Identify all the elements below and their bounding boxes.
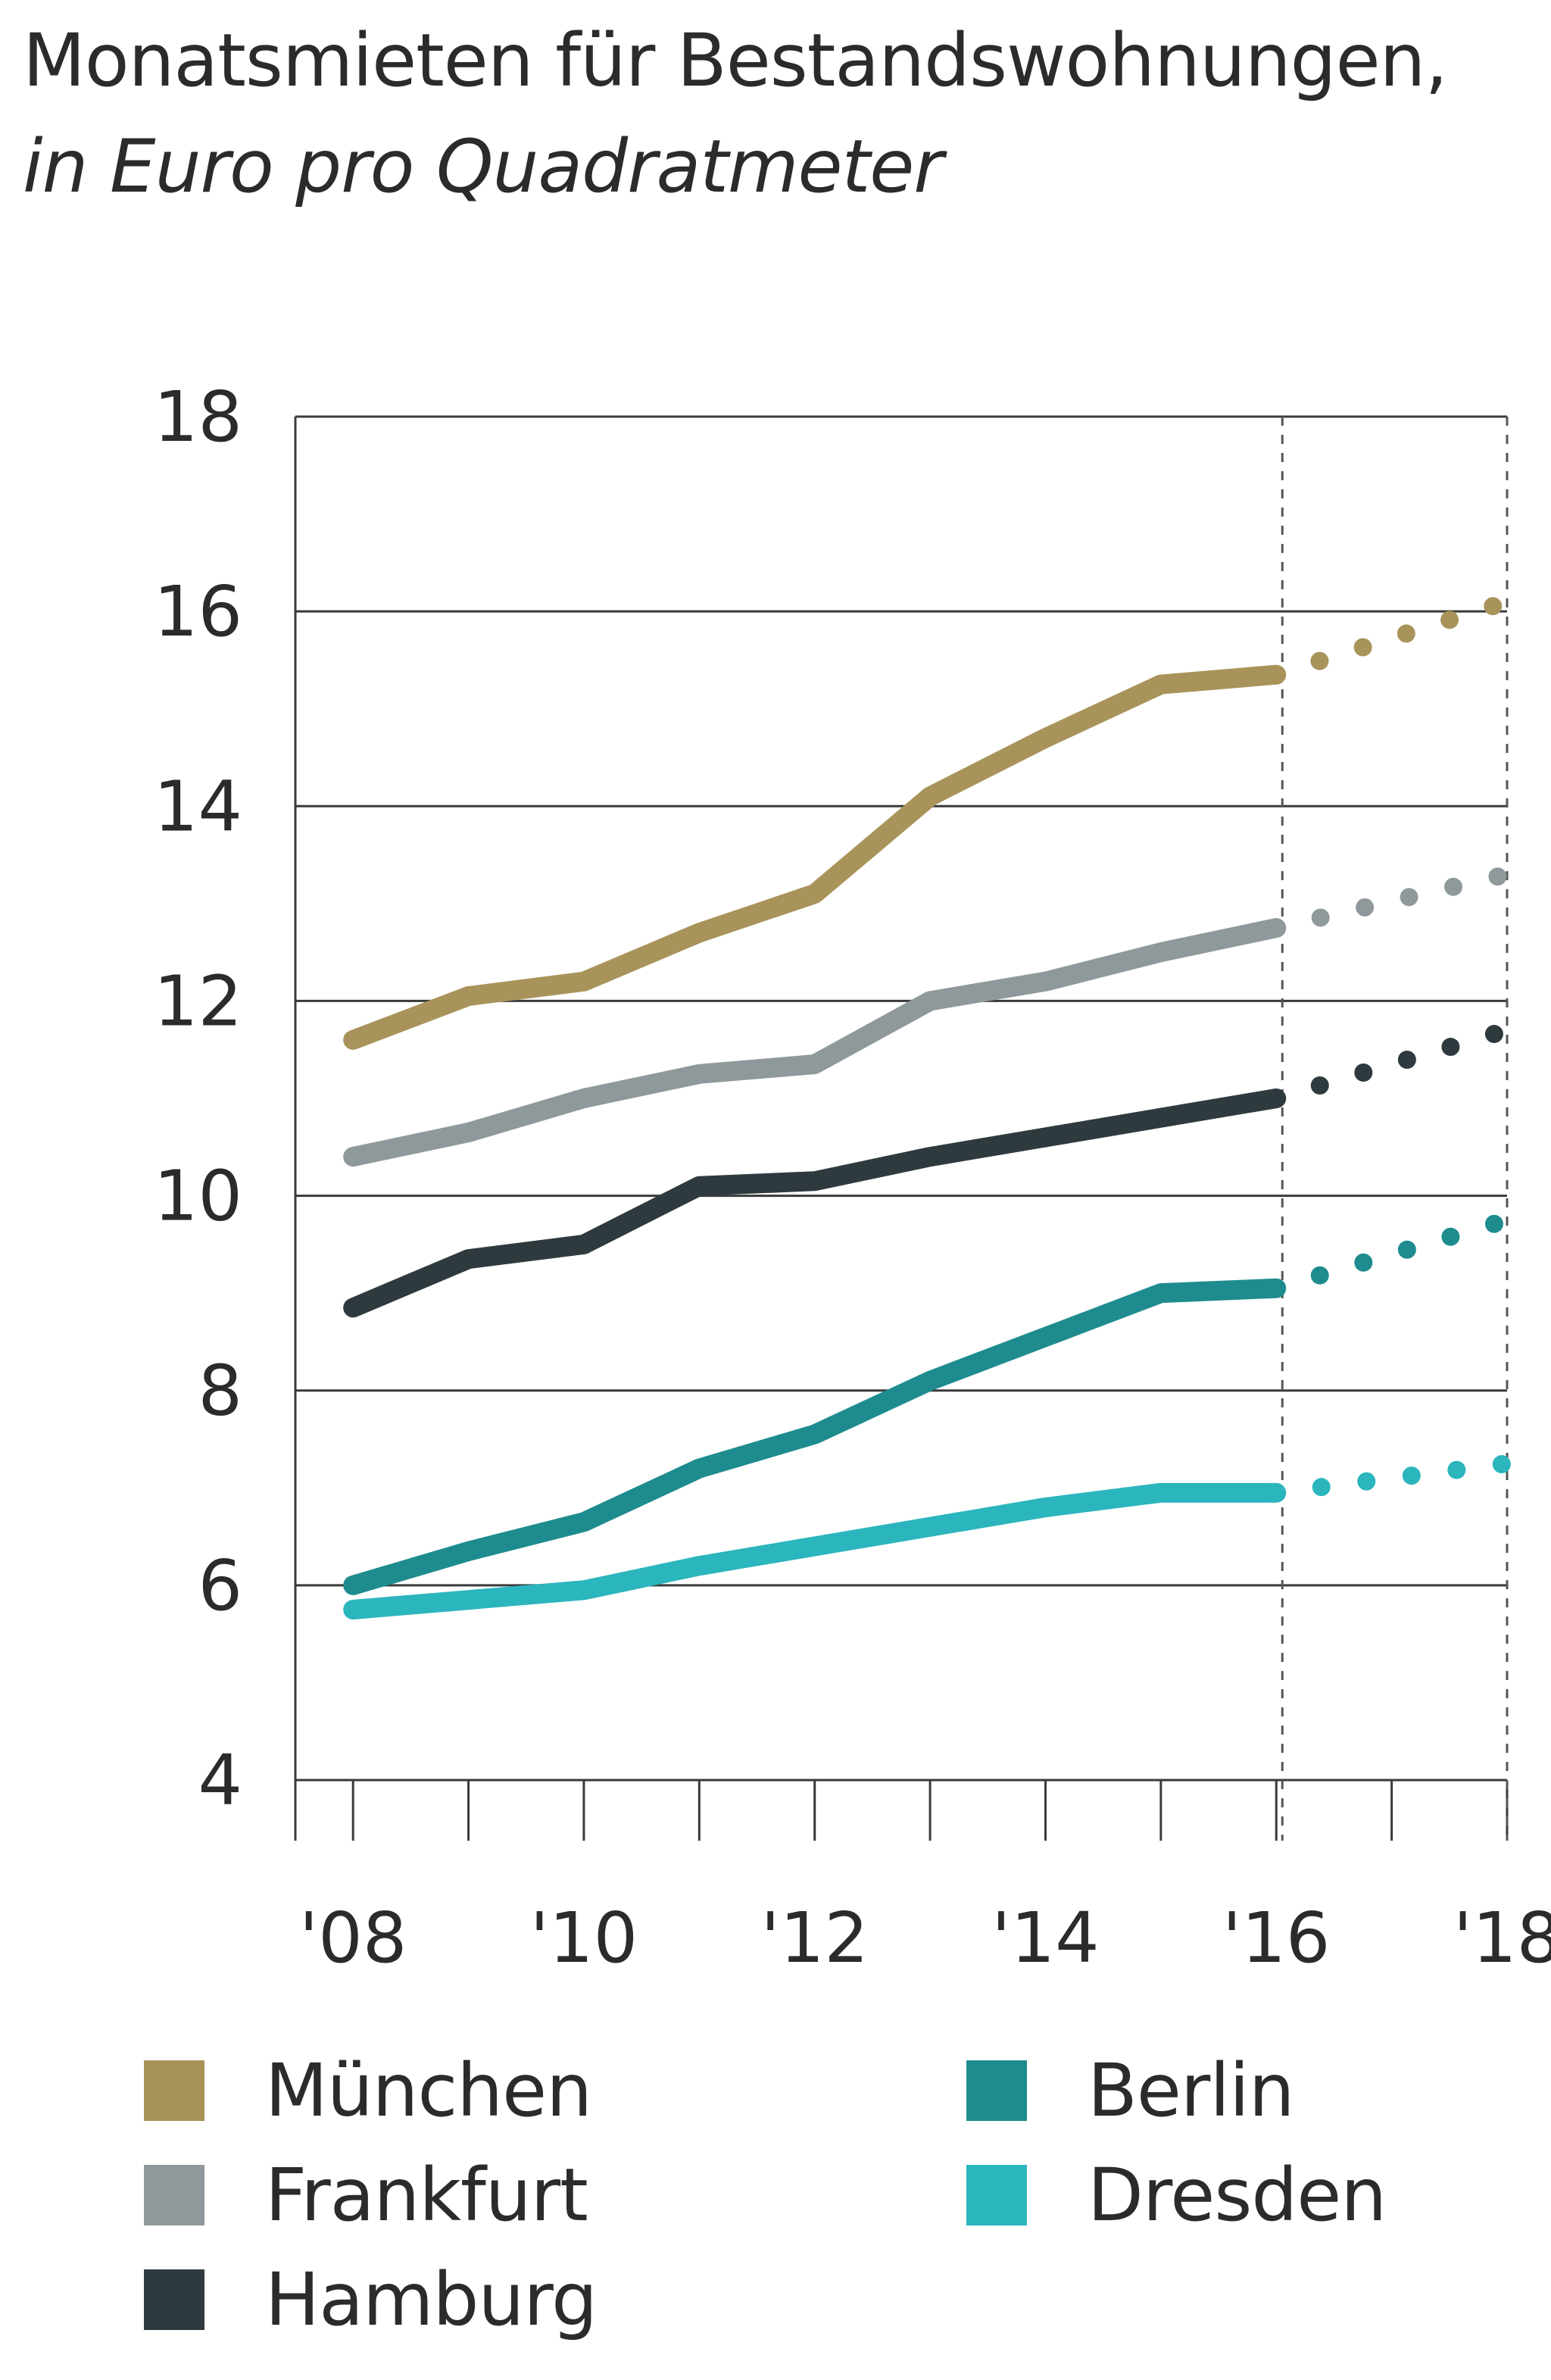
x-tick-label: '14 [991,1897,1099,1979]
y-tick-label: 4 [198,1740,242,1821]
y-tick-label: 8 [198,1351,242,1432]
series-lines [343,592,1516,1619]
y-tick-label: 12 [154,960,242,1042]
series-line-dresden [343,1482,1287,1619]
forecast-line-berlin [1267,1210,1516,1298]
tick-labels: 4 6 8 10 12 14 16 18 '08 '10 '12 '14 '16 '18 [154,376,1551,1979]
forecast-line-frankfurt [1267,865,1516,937]
series-line-hamburg [343,1088,1287,1318]
x-tick-label: '12 [761,1897,869,1979]
grid [295,415,1507,1782]
axes [294,417,1509,1841]
series-line-münchen [343,664,1287,1050]
x-tick-label: '10 [530,1897,638,1979]
y-tick-label: 18 [154,376,242,458]
y-tick-label: 10 [154,1156,242,1237]
forecast-line-münchen [1267,592,1516,684]
y-tick-label: 14 [154,766,242,847]
x-tick-label: '08 [299,1897,407,1979]
series-line-frankfurt [343,918,1287,1167]
chart-title: Monatsmieten für Bestandswohnungen, [23,18,1448,103]
forecast-line-dresden [1267,1454,1516,1502]
series-line-berlin [343,1278,1287,1595]
x-tick-label: '18 [1453,1897,1551,1979]
forecast-line-hamburg [1267,1021,1516,1107]
x-tick-label: '16 [1222,1897,1330,1979]
chart-subtitle: in Euro pro Quadratmeter [23,124,944,209]
y-tick-label: 16 [154,571,242,652]
y-tick-label: 6 [198,1545,242,1626]
